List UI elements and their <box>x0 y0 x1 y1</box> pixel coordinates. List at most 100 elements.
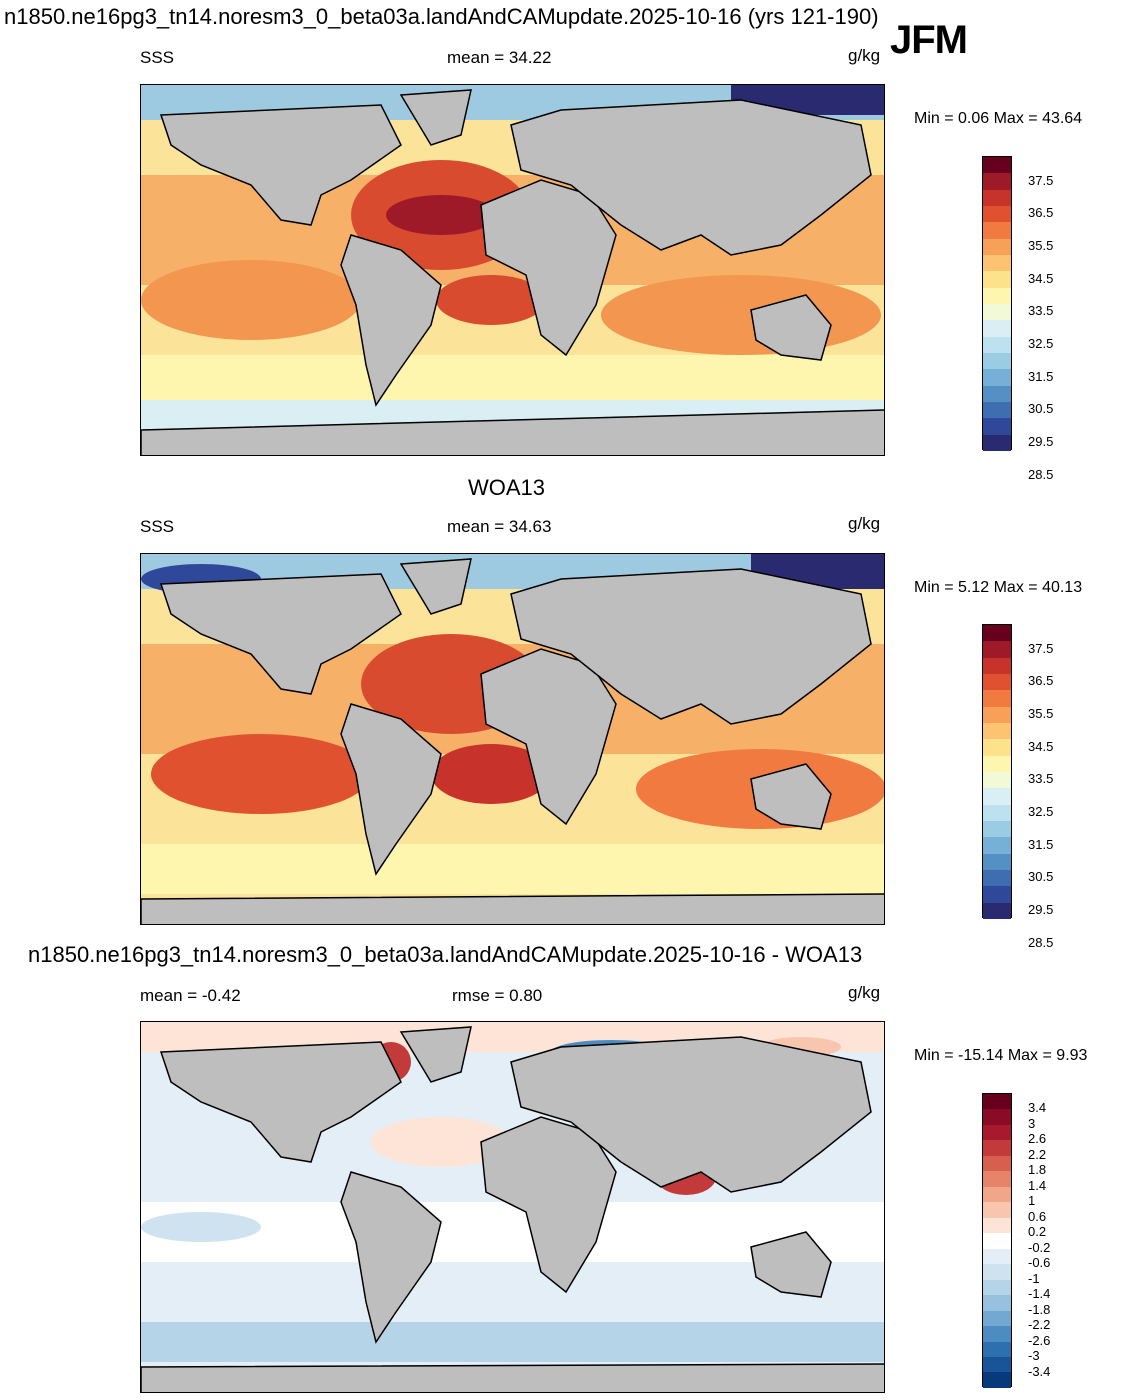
colorbar-swatch <box>983 1326 1011 1342</box>
colorbar-swatch <box>983 1202 1011 1218</box>
panel3-map <box>140 1021 885 1393</box>
colorbar-swatch <box>983 657 1011 674</box>
panel1-map-svg <box>141 85 884 455</box>
panel1-map <box>140 84 885 456</box>
colorbar-swatch <box>983 352 1011 370</box>
colorbar-tick-label: -2.6 <box>1028 1332 1051 1348</box>
colorbar-swatch <box>983 853 1011 870</box>
panel2-units: g/kg <box>848 514 881 533</box>
colorbar-tick-label: 36.5 <box>1028 205 1054 221</box>
colorbar-swatch <box>983 1186 1011 1203</box>
colorbar-swatch <box>983 189 1011 206</box>
colorbar-swatch <box>983 1341 1011 1357</box>
colorbar-swatch <box>983 401 1011 419</box>
colorbar-swatch <box>983 254 1011 272</box>
colorbar-tick-label: 33.5 <box>1028 303 1054 319</box>
colorbar-tick-label: 32.5 <box>1028 803 1054 819</box>
panel2-map-svg <box>141 554 884 924</box>
colorbar-tick-label: -3.4 <box>1028 1363 1051 1379</box>
panel3-minmax: Min = -15.14 Max = 9.93 <box>914 1047 1088 1064</box>
colorbar-tick-label: -1.4 <box>1028 1286 1051 1302</box>
colorbar-tick-label: 35.5 <box>1028 237 1054 253</box>
colorbar-tick-label: 31.5 <box>1028 836 1054 852</box>
colorbar-swatch <box>983 418 1011 435</box>
colorbar-tick-label: 34.5 <box>1028 738 1054 754</box>
colorbar-swatch <box>983 690 1011 707</box>
panel3-units: g/kg <box>848 983 881 1002</box>
panel1-units: g/kg <box>848 46 881 65</box>
colorbar-swatch <box>983 755 1011 772</box>
colorbar-tick-label: 33.5 <box>1028 771 1054 787</box>
colorbar-tick-label: 29.5 <box>1028 433 1054 449</box>
panel1-colorbar <box>982 156 1012 451</box>
colorbar-tick-label: -1.8 <box>1028 1301 1051 1317</box>
colorbar-swatch <box>983 1171 1011 1187</box>
colorbar-tick-label: -0.6 <box>1028 1255 1051 1271</box>
colorbar-tick-label: 32.5 <box>1028 335 1054 351</box>
colorbar-tick-label: 31.5 <box>1028 368 1054 384</box>
panel3-mean: mean = -0.42 <box>140 986 241 1005</box>
colorbar-swatch <box>983 1124 1011 1141</box>
colorbar-tick-label: 0.6 <box>1028 1208 1047 1224</box>
colorbar-swatch <box>983 1217 1011 1234</box>
colorbar-tick-label: 1 <box>1028 1193 1036 1209</box>
colorbar-tick-label: 1.8 <box>1028 1162 1047 1178</box>
panel2-map <box>140 553 885 925</box>
colorbar-tick-label: 36.5 <box>1028 673 1054 689</box>
colorbar-swatch <box>983 369 1011 386</box>
panel2-minmax: Min = 5.12 Max = 40.13 <box>914 579 1083 596</box>
colorbar-swatch <box>983 1155 1011 1172</box>
colorbar-swatch <box>983 1310 1011 1327</box>
colorbar-tick-label: -0.2 <box>1028 1239 1051 1255</box>
colorbar-swatch <box>983 205 1011 223</box>
colorbar-swatch <box>983 385 1011 402</box>
colorbar-swatch <box>983 222 1011 239</box>
panel2-mean: mean = 34.63 <box>447 517 552 536</box>
colorbar-tick-label: 2.6 <box>1028 1131 1047 1147</box>
panel2-variable-label: SSS <box>140 517 175 536</box>
colorbar-tick-label: 30.5 <box>1028 869 1054 885</box>
colorbar-tick-label: 3.4 <box>1028 1100 1047 1116</box>
colorbar-swatch <box>983 1248 1011 1265</box>
colorbar-swatch <box>983 641 1011 658</box>
colorbar-tick-label: 1.4 <box>1028 1177 1047 1193</box>
colorbar-tick-label: 29.5 <box>1028 901 1054 917</box>
colorbar-swatch <box>983 271 1011 288</box>
figure-title: n1850.ne16pg3_tn14.noresm3_0_beta03a.lan… <box>4 4 879 29</box>
panel1-mean: mean = 34.22 <box>447 48 552 67</box>
colorbar-swatch <box>983 287 1011 304</box>
panel3-map-svg <box>141 1022 884 1392</box>
colorbar-swatch <box>983 238 1011 255</box>
colorbar-tick-label: -1 <box>1028 1270 1040 1286</box>
season-label: JFM <box>890 18 968 62</box>
colorbar-swatch <box>983 722 1011 740</box>
colorbar-swatch <box>983 1372 1011 1388</box>
panel2-title: WOA13 <box>468 475 546 500</box>
colorbar-swatch <box>983 886 1011 903</box>
colorbar-swatch <box>983 1264 1011 1280</box>
colorbar-tick-label: 30.5 <box>1028 401 1054 417</box>
colorbar-tick-label: -2.2 <box>1028 1317 1051 1333</box>
colorbar-swatch <box>983 157 1011 174</box>
colorbar-tick-label: 37.5 <box>1028 640 1054 656</box>
colorbar-tick-label: 28.5 <box>1028 934 1054 950</box>
colorbar-swatch <box>983 820 1011 838</box>
colorbar-swatch <box>983 739 1011 756</box>
colorbar-tick-label: 37.5 <box>1028 172 1054 188</box>
colorbar-tick-label: 28.5 <box>1028 466 1054 482</box>
colorbar-swatch <box>983 706 1011 723</box>
colorbar-swatch <box>983 771 1011 789</box>
colorbar-swatch <box>983 902 1011 919</box>
colorbar-swatch <box>983 320 1011 337</box>
colorbar-swatch <box>983 869 1011 887</box>
panel3-rmse: rmse = 0.80 <box>452 986 543 1005</box>
colorbar-swatch <box>983 1295 1011 1311</box>
colorbar-swatch <box>983 434 1011 451</box>
panel3-title: n1850.ne16pg3_tn14.noresm3_0_beta03a.lan… <box>28 942 863 967</box>
panel2-colorbar <box>982 624 1012 919</box>
colorbar-tick-label: 35.5 <box>1028 705 1054 721</box>
colorbar-swatch <box>983 1279 1011 1296</box>
colorbar-swatch <box>983 1140 1011 1156</box>
colorbar-swatch <box>983 1233 1011 1249</box>
colorbar-swatch <box>983 804 1011 821</box>
